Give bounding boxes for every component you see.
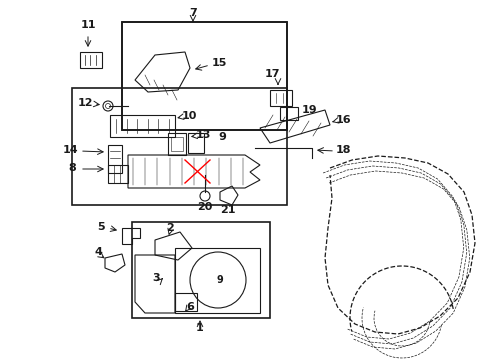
Text: 10: 10 [182, 111, 197, 121]
Text: 5: 5 [97, 222, 105, 232]
Bar [171, 137, 183, 151]
Bar [269, 90, 291, 106]
Text: 20: 20 [197, 202, 212, 212]
Text: 19: 19 [302, 105, 317, 115]
Bar [175, 293, 197, 311]
Text: 3: 3 [152, 273, 160, 283]
Bar [122, 22, 286, 130]
Text: 8: 8 [68, 163, 76, 173]
Bar [108, 145, 122, 173]
Text: 11: 11 [80, 20, 96, 30]
Bar [168, 133, 185, 155]
Text: 16: 16 [335, 115, 351, 125]
Text: 21: 21 [220, 205, 235, 215]
Text: 13: 13 [196, 130, 211, 140]
Text: 4: 4 [94, 247, 102, 257]
Text: 15: 15 [212, 58, 227, 68]
Bar [110, 115, 175, 137]
Text: 9: 9 [218, 132, 225, 142]
Text: 17: 17 [264, 69, 279, 79]
Text: 2: 2 [166, 223, 174, 233]
Text: 12: 12 [77, 98, 93, 108]
Text: 18: 18 [335, 145, 351, 155]
Bar [122, 22, 286, 130]
Bar [187, 133, 203, 153]
Text: 7: 7 [189, 8, 197, 18]
Text: 14: 14 [62, 145, 78, 155]
Text: 6: 6 [185, 302, 194, 312]
Text: 9: 9 [216, 275, 223, 285]
Bar [80, 52, 102, 68]
Bar [108, 165, 128, 183]
Bar [280, 107, 297, 120]
Bar [175, 248, 260, 313]
Bar [72, 88, 286, 205]
Bar [132, 222, 269, 318]
Text: 1: 1 [196, 323, 203, 333]
